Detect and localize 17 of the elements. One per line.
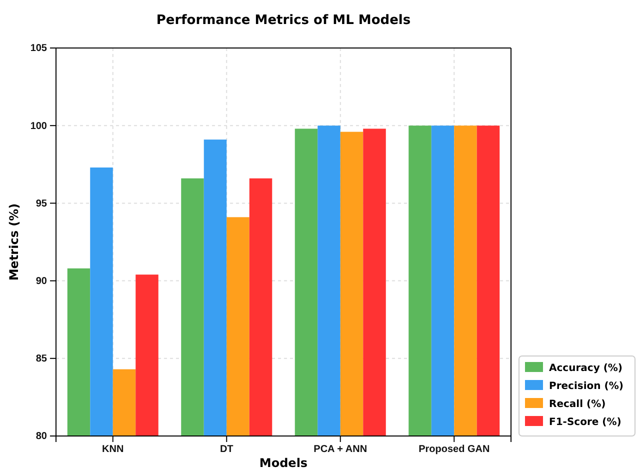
y-axis-title: Metrics (%) xyxy=(7,203,21,281)
x-tick-label: DT xyxy=(220,444,234,456)
x-axis-title: Models xyxy=(259,456,308,470)
legend-label: Recall (%) xyxy=(549,399,606,410)
y-tick-label: 90 xyxy=(36,276,48,287)
x-tick-label: KNN xyxy=(102,444,124,456)
y-tick-label: 95 xyxy=(36,198,48,210)
y-tick-label: 80 xyxy=(36,431,48,442)
y-tick-label: 100 xyxy=(30,120,48,132)
x-tick-label: PCA + ANN xyxy=(314,444,368,456)
y-tick-label: 85 xyxy=(36,354,48,365)
x-tick-label: Proposed GAN xyxy=(418,444,490,456)
chart-title: Performance Metrics of ML Models xyxy=(156,13,411,28)
y-tick-label: 105 xyxy=(30,43,48,54)
legend-label: Precision (%) xyxy=(549,381,624,392)
legend-label: Accuracy (%) xyxy=(549,363,622,374)
legend-label: F1-Score (%) xyxy=(549,417,622,428)
